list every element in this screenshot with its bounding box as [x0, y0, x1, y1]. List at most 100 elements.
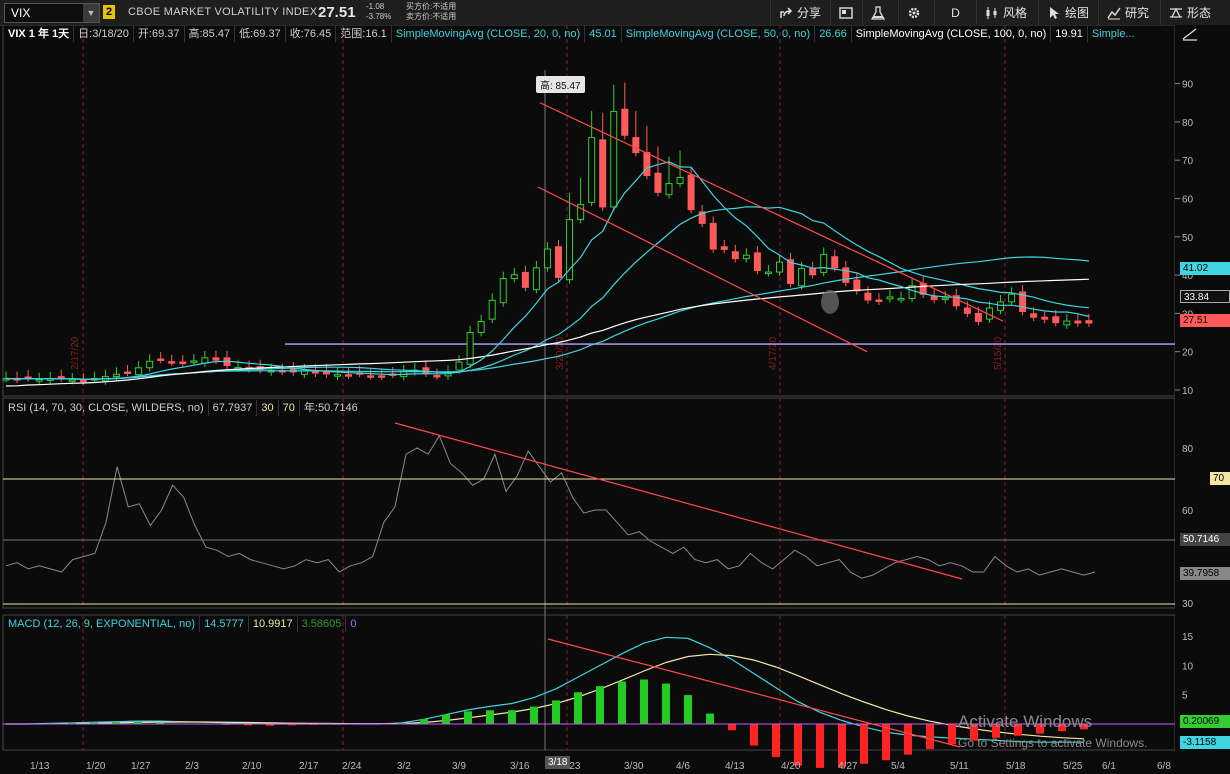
- gear-icon: [908, 7, 920, 18]
- macd-tick-label: 15: [1182, 632, 1194, 643]
- candle-body: [886, 296, 894, 300]
- candle-body: [776, 261, 783, 273]
- bid-ask: 买方价:不适用 卖方价:不适用: [406, 2, 456, 22]
- last-price: 27.51: [318, 4, 356, 21]
- candle-body: [665, 183, 673, 196]
- macd-histogram-bar: [838, 724, 846, 767]
- grid-button[interactable]: [830, 0, 862, 25]
- candle-body: [555, 246, 562, 278]
- studies-button[interactable]: 研究: [1098, 0, 1160, 25]
- price-study-header: VIX 1 年 1天 日:3/18/20 开:69.37 高:85.47 低:6…: [4, 26, 1139, 42]
- candle-body: [654, 172, 662, 193]
- chart-canvas[interactable]: 2/17/20 3/20/20 4/17/20 5/15/20 90807060504…: [0, 25, 1230, 774]
- sma100-label[interactable]: SimpleMovingAvg (CLOSE, 100, 0, no): [852, 26, 1052, 42]
- flask-icon: [871, 5, 885, 20]
- date-axis-label: 1/20: [86, 761, 106, 772]
- symbol-text: VIX: [11, 6, 31, 20]
- date-axis-label: 1/27: [131, 761, 151, 772]
- candle-body: [974, 312, 982, 322]
- macd-label[interactable]: MACD (12, 26, 9, EXPONENTIAL, no): [4, 616, 201, 632]
- sma20-value: 45.01: [585, 26, 622, 42]
- candle-body: [577, 204, 585, 221]
- timeframe-button[interactable]: D: [934, 0, 976, 25]
- macd-histogram-bar: [794, 724, 802, 766]
- cursor-date-label: 3/18: [545, 756, 571, 769]
- sma20-label[interactable]: SimpleMovingAvg (CLOSE, 20, 0, no): [392, 26, 586, 42]
- ask-label: 卖方价:不适用: [406, 12, 457, 21]
- price-tick-label: 70: [1182, 156, 1194, 167]
- sma50-label[interactable]: SimpleMovingAvg (CLOSE, 50, 0, no): [622, 26, 816, 42]
- candle-body: [610, 111, 618, 208]
- macd-histogram-bar: [640, 679, 648, 724]
- date-axis-label: 3/23: [561, 761, 581, 772]
- price-tick-label: 40: [1182, 271, 1194, 282]
- macd-histogram-bar: [90, 722, 98, 724]
- macd-histogram-bar: [398, 722, 406, 724]
- macd-panel[interactable]: [2, 614, 1176, 751]
- candle-body: [1063, 320, 1071, 326]
- candle-body: [57, 376, 65, 379]
- candle-body: [455, 361, 463, 371]
- timeframe-label: D: [951, 5, 960, 20]
- candle-body: [753, 252, 761, 272]
- candle-body: [1041, 316, 1049, 320]
- rsi-line: [5, 434, 1096, 579]
- candle-body: [632, 137, 640, 154]
- macd-histogram-bar: [706, 713, 714, 724]
- candle-body: [1008, 293, 1016, 303]
- macd-zero-tag: 0.20069: [1180, 715, 1230, 728]
- value-axis: [1175, 25, 1230, 750]
- macd-histogram-bar: [948, 724, 956, 745]
- rsi-label[interactable]: RSI (14, 70, 30, CLOSE, WILDERS, no): [4, 400, 209, 416]
- macd-histogram-bar: [684, 695, 692, 724]
- candle-body: [687, 174, 695, 211]
- candle-body: [864, 292, 872, 301]
- share-button[interactable]: 分享: [770, 0, 830, 25]
- more-studies-label[interactable]: Simple...: [1091, 28, 1135, 40]
- candle-body: [676, 176, 684, 185]
- date-axis-label: 2/17: [299, 761, 319, 772]
- bar-range: 范围:16.1: [336, 26, 392, 42]
- expand-icon[interactable]: [1182, 27, 1198, 41]
- event-marker-label: 2/17/20: [70, 336, 81, 370]
- rsi-year: 年:50.7146: [303, 402, 358, 414]
- date-axis-label: 2/3: [185, 761, 199, 772]
- settings-button[interactable]: [898, 0, 934, 25]
- flask-button[interactable]: [862, 0, 898, 25]
- link-group-badge[interactable]: 2: [103, 5, 115, 19]
- candle-body: [521, 271, 529, 288]
- event-marker-label: 3/20/20: [555, 336, 566, 370]
- rsi-panel[interactable]: [2, 397, 1176, 609]
- candle-body: [1019, 291, 1027, 312]
- candle-body: [79, 379, 87, 383]
- macd-zero: 0: [350, 618, 357, 630]
- study-label: 研究: [1125, 6, 1150, 20]
- candle-body: [135, 367, 143, 376]
- candle-body: [731, 251, 739, 260]
- drawing-button[interactable]: 绘图: [1038, 0, 1098, 25]
- macd-histogram-bar: [750, 724, 758, 746]
- candle-body: [157, 358, 165, 361]
- change-percent: -3.78%: [366, 12, 392, 21]
- symbol-dropdown-icon[interactable]: ▼: [83, 4, 99, 22]
- macd-histogram-bar: [904, 724, 912, 755]
- candle-body: [930, 296, 938, 301]
- price-tick-label: 20: [1182, 348, 1194, 359]
- cursor-icon: [1050, 6, 1059, 19]
- macd-histogram-bar: [728, 724, 736, 731]
- candle-body: [510, 274, 518, 280]
- candle-body: [720, 246, 728, 250]
- style-button[interactable]: 风格: [976, 0, 1038, 25]
- candle-body: [345, 374, 353, 377]
- patterns-button[interactable]: 形态: [1160, 0, 1230, 25]
- candle-body: [113, 373, 120, 378]
- symbol-input[interactable]: VIX ▼: [4, 3, 100, 23]
- macd-tick-label: 5: [1182, 691, 1188, 702]
- chart-area[interactable]: 2/17/20 3/20/20 4/17/20 5/15/20 90 80 70 60 50 4…: [0, 25, 1230, 774]
- share-icon: [780, 6, 793, 18]
- bar-high: 高:85.47: [185, 26, 236, 42]
- candle-body: [543, 248, 551, 269]
- rsi-70-tag: 70: [1210, 472, 1230, 485]
- date-axis-label: 5/4: [891, 761, 905, 772]
- candle-body: [433, 374, 441, 378]
